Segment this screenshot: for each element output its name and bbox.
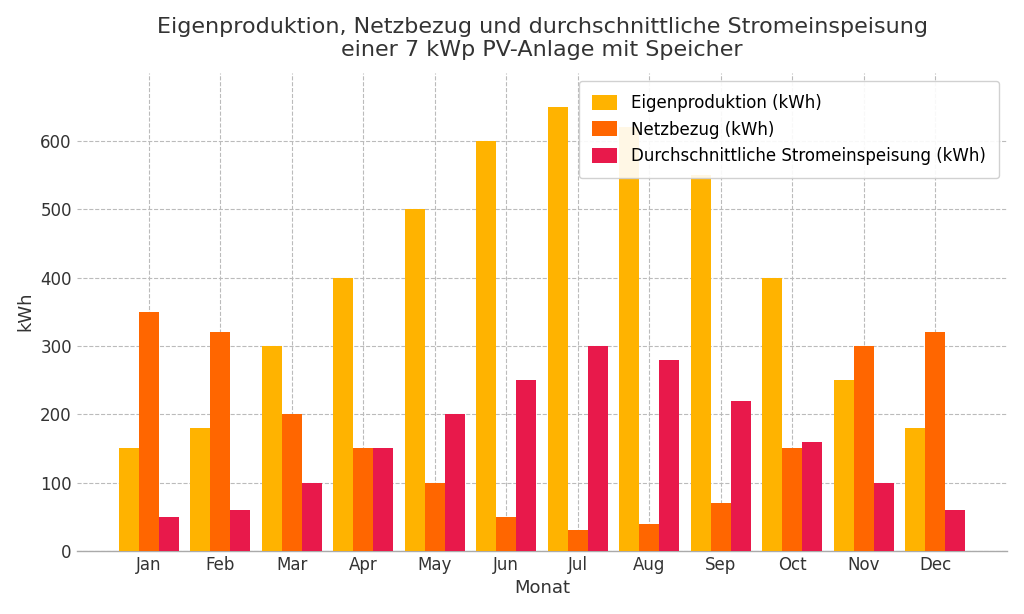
X-axis label: Monat: Monat	[514, 580, 570, 597]
Bar	[230, 510, 251, 551]
Bar	[282, 414, 302, 551]
Bar	[444, 414, 465, 551]
Bar	[548, 107, 567, 551]
Bar	[834, 380, 854, 551]
Bar	[854, 346, 873, 551]
Bar	[139, 312, 159, 551]
Bar	[711, 503, 731, 551]
Bar	[302, 483, 322, 551]
Bar	[497, 517, 516, 551]
Bar	[588, 346, 608, 551]
Bar	[802, 441, 822, 551]
Bar	[374, 448, 393, 551]
Bar	[690, 175, 711, 551]
Bar	[516, 380, 537, 551]
Bar	[159, 517, 179, 551]
Bar	[782, 448, 802, 551]
Bar	[211, 332, 230, 551]
Bar	[476, 141, 497, 551]
Bar	[925, 332, 945, 551]
Bar	[639, 524, 659, 551]
Bar	[190, 428, 211, 551]
Bar	[425, 483, 444, 551]
Title: Eigenproduktion, Netzbezug und durchschnittliche Stromeinspeisung
einer 7 kWp PV: Eigenproduktion, Netzbezug und durchschn…	[157, 17, 928, 60]
Bar	[620, 127, 639, 551]
Bar	[905, 428, 925, 551]
Bar	[945, 510, 965, 551]
Bar	[762, 278, 782, 551]
Y-axis label: kWh: kWh	[16, 292, 35, 332]
Bar	[119, 448, 139, 551]
Legend: Eigenproduktion (kWh), Netzbezug (kWh), Durchschnittliche Stromeinspeisung (kWh): Eigenproduktion (kWh), Netzbezug (kWh), …	[580, 81, 999, 178]
Bar	[404, 209, 425, 551]
Bar	[659, 360, 679, 551]
Bar	[731, 400, 751, 551]
Bar	[353, 448, 374, 551]
Bar	[567, 530, 588, 551]
Bar	[334, 278, 353, 551]
Bar	[262, 346, 282, 551]
Bar	[873, 483, 894, 551]
